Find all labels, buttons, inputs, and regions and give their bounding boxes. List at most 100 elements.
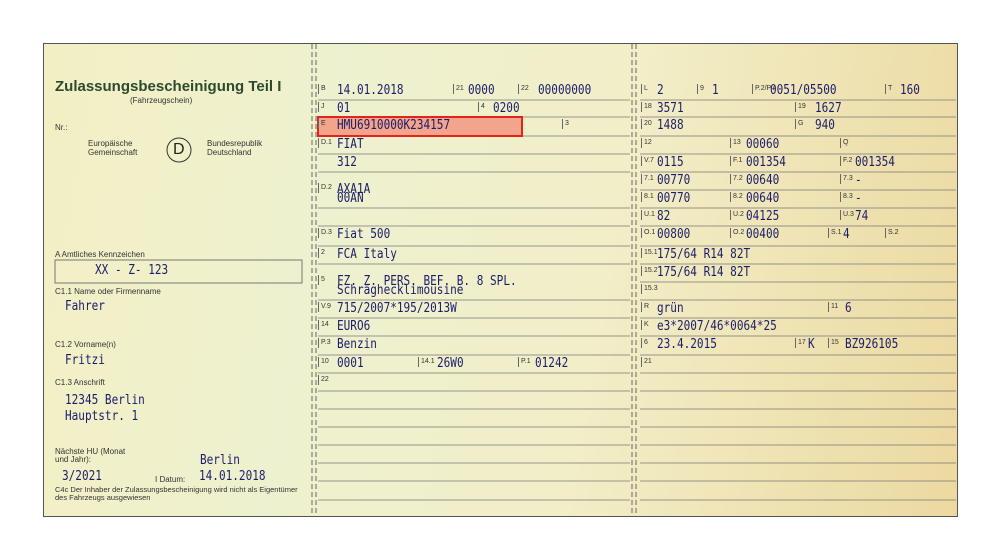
field-code: G	[795, 119, 803, 129]
field-code: 21	[453, 84, 464, 94]
field-code: 9	[697, 84, 704, 94]
field-code: 15.2	[641, 266, 658, 276]
title: Zulassungsbescheinigung Teil I	[55, 78, 282, 95]
first-name: Fritzi	[65, 353, 105, 368]
field-value: FZ. Z. PERS. BEF. B. 8 SPL.	[337, 274, 517, 289]
field-value: 00060	[746, 137, 780, 152]
address-label: C1.3 Anschrift	[55, 378, 105, 387]
field-code: O.2	[730, 228, 744, 238]
field-value: 01	[337, 101, 351, 116]
field-value: Schräghecklimousine	[337, 283, 464, 298]
field-value: 74	[855, 209, 869, 224]
field-code: 10	[318, 357, 329, 367]
field-value: -	[855, 173, 862, 188]
field-code: V.7	[641, 156, 654, 166]
field-value: 940	[815, 118, 835, 133]
field-value: Fiat 500	[337, 227, 391, 242]
field-code: P.3	[318, 338, 331, 348]
field-value: 00800	[657, 227, 691, 242]
country-code: D	[173, 141, 185, 158]
subtitle: (Fahrzeugschein)	[130, 96, 193, 105]
field-value: AXA1A	[337, 182, 371, 197]
city: Berlin	[200, 453, 240, 468]
field-code: J	[318, 102, 325, 112]
field-value: 001354	[855, 155, 895, 170]
field-code: 15.3	[641, 284, 658, 294]
plate-label: A Amtliches Kennzeichen	[55, 250, 145, 259]
field-code: L	[641, 84, 648, 94]
nr-label: Nr.:	[55, 123, 68, 132]
field-code: R	[641, 302, 649, 312]
field-code: D.1	[318, 138, 332, 148]
field-code: 11	[828, 302, 838, 312]
field-code: K	[641, 320, 649, 330]
field-code: 8.3	[840, 192, 853, 202]
field-value: K	[808, 337, 815, 352]
field-code: 6	[641, 338, 648, 348]
field-value: FCA Italy	[337, 247, 397, 262]
field-value: 00000000	[538, 83, 592, 98]
field-code: S.1	[828, 228, 842, 238]
field-code: U.3	[840, 210, 854, 220]
field-code: T	[885, 84, 892, 94]
field-code: E	[318, 119, 326, 129]
field-code: 3	[562, 119, 569, 129]
field-code: D.3	[318, 228, 332, 238]
address-line: 12345 Berlin	[65, 393, 145, 408]
first-name-label: C1.2 Vorname(n)	[55, 340, 116, 349]
field-code: Q	[840, 138, 848, 148]
field-code: U.1	[641, 210, 655, 220]
field-code: 21	[641, 357, 652, 367]
field-value: grün	[657, 301, 684, 316]
field-value: 1	[712, 83, 719, 98]
field-code: F.1	[730, 156, 742, 166]
note: C4c Der Inhaber der Zulassungsbescheinig…	[55, 485, 298, 502]
field-code: 7.1	[641, 174, 654, 184]
name-label: C1.1 Name oder Firmenname	[55, 287, 161, 296]
field-code: 5	[318, 275, 325, 285]
field-code: 4	[478, 102, 485, 112]
field-value: 3571	[657, 101, 684, 116]
field-value: 1627	[815, 101, 842, 116]
field-value: 0115	[657, 155, 684, 170]
field-value: 00640	[746, 191, 780, 206]
field-value: 0051/05500	[770, 83, 837, 98]
field-value: 0000	[468, 83, 495, 98]
field-code: U.2	[730, 210, 744, 220]
field-value: 14.01.2018	[337, 83, 404, 98]
field-value: 1488	[657, 118, 684, 133]
field-code: P.1	[518, 357, 531, 367]
field-value: EURO6	[337, 319, 371, 334]
field-value: 0200	[493, 101, 520, 116]
field-code: S.2	[885, 228, 899, 238]
field-value: 82	[657, 209, 671, 224]
field-code: V.9	[318, 302, 331, 312]
field-value: e3*2007/46*0064*25	[657, 319, 777, 334]
field-code: 15.1	[641, 248, 658, 258]
field-value: BZ926105	[845, 337, 899, 352]
field-code: 12	[641, 138, 652, 148]
field-code: F.2	[840, 156, 852, 166]
field-value: 001354	[746, 155, 786, 170]
field-code: 13	[730, 138, 741, 148]
field-code: 22	[318, 375, 329, 385]
field-code: 19	[795, 102, 806, 112]
field-value: 175/64 R14 82T	[657, 265, 751, 280]
field-code: 14	[318, 320, 329, 330]
field-value: 00770	[657, 173, 691, 188]
field-code: 8.2	[730, 192, 743, 202]
field-value: 04125	[746, 209, 780, 224]
field-code: 2	[318, 248, 325, 258]
field-value: 715/2007*195/2013W	[337, 301, 457, 316]
field-code: 15	[828, 338, 839, 348]
field-value: FIAT	[337, 137, 364, 152]
field-value: -	[855, 191, 862, 206]
field-code: 14.1	[418, 357, 435, 367]
field-value: HMU6910000K234157	[337, 118, 451, 133]
field-code: 7.3	[840, 174, 853, 184]
field-code: 18	[641, 102, 652, 112]
field-value: 0001	[337, 356, 364, 371]
field-code: B	[318, 84, 326, 94]
